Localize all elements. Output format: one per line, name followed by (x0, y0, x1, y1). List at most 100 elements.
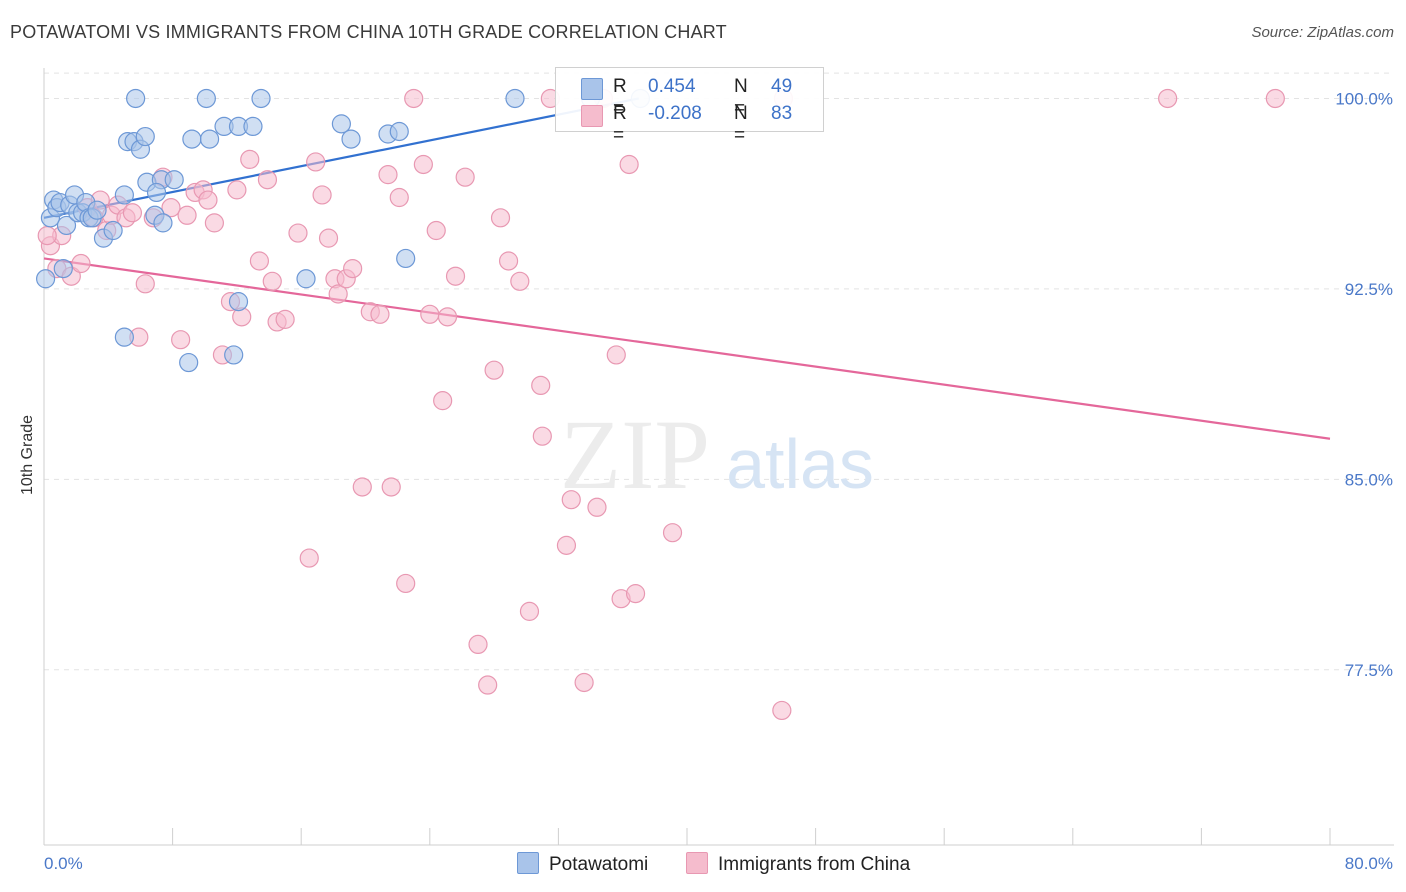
legend-swatch-pink (581, 105, 603, 127)
china-point (122, 203, 143, 223)
china-point (556, 535, 577, 555)
china-point (249, 251, 270, 271)
r-label: R = (613, 103, 627, 146)
china-point (619, 154, 639, 175)
trend-line-potawatomi (43, 97, 639, 219)
china-point (772, 700, 792, 721)
potawatomi-point (87, 200, 107, 220)
china-point (433, 391, 453, 411)
n-value: 83 (771, 103, 793, 124)
china-point (519, 601, 540, 621)
china-point (426, 220, 446, 241)
china-point (510, 271, 530, 291)
potawatomi-point (296, 269, 316, 289)
y-tick-label: 100.0% (1335, 89, 1393, 108)
china-point (299, 548, 319, 568)
china-point (484, 360, 504, 380)
legend-swatch-blue (517, 852, 539, 874)
x-tick-label-min: 0.0% (44, 854, 83, 873)
china-point (455, 167, 475, 187)
china-point (606, 345, 626, 365)
r-value: 0.454 (648, 76, 696, 97)
china-point (328, 284, 348, 304)
china-point (198, 190, 218, 210)
potawatomi-point (199, 129, 220, 149)
china-point (312, 185, 332, 205)
potawatomi-point (224, 345, 244, 365)
potawatomi-point (153, 213, 173, 233)
chart-title: POTAWATOMI VS IMMIGRANTS FROM CHINA 10TH… (10, 22, 727, 42)
potawatomi-point (341, 129, 361, 149)
china-point (71, 253, 91, 274)
n-value: 49 (771, 76, 793, 97)
trend-lines (43, 97, 1331, 440)
n-label: N = (734, 103, 748, 146)
china-point (257, 170, 278, 190)
china-point (343, 258, 363, 279)
china-point (352, 477, 372, 497)
china-point (275, 309, 295, 329)
china-point (161, 198, 181, 218)
china-point (396, 573, 416, 594)
potawatomi-point (179, 352, 199, 373)
potawatomi-point (114, 185, 134, 205)
china-point (625, 584, 646, 604)
china-point (445, 266, 466, 286)
trend-line-china (43, 257, 1331, 440)
china-point (240, 149, 260, 170)
r-label: R = (613, 76, 627, 119)
immigrants-from-china-points (37, 88, 1285, 721)
potawatomi-point (56, 215, 77, 236)
china-point (498, 251, 519, 271)
china-point (306, 152, 326, 172)
china-point (437, 307, 458, 327)
potawatomi-point (251, 88, 271, 109)
watermark-atlas: atlas (726, 425, 874, 503)
potawatomi-point (228, 292, 249, 312)
potawatomi-point (103, 220, 123, 241)
watermark-zip: ZIP (560, 399, 710, 510)
potawatomi-point (243, 116, 263, 137)
china-point (171, 330, 191, 350)
china-point (531, 375, 551, 396)
potawatomi-point (331, 114, 351, 134)
legend-swatch-blue (581, 78, 603, 100)
axes (43, 68, 1394, 846)
china-point (404, 88, 424, 109)
china-point (37, 225, 57, 246)
china-point (574, 672, 594, 693)
legend-swatch-pink (686, 852, 708, 874)
x-tick-label-max: 80.0% (1345, 854, 1393, 873)
china-point (318, 228, 339, 248)
potawatomi-point (389, 121, 409, 142)
china-point (587, 497, 607, 517)
n-label: N = (734, 76, 748, 119)
legend-label: Immigrants from China (718, 854, 911, 875)
y-tick-label: 85.0% (1345, 470, 1393, 489)
potawatomi-point (135, 126, 155, 147)
china-point (288, 223, 308, 243)
potawatomi-point (36, 269, 56, 289)
china-point (378, 165, 398, 185)
china-point (468, 634, 488, 655)
china-point (381, 477, 401, 497)
r-value: -0.208 (648, 103, 702, 124)
legend-item-china: Immigrants from China (686, 852, 910, 876)
potawatomi-point (164, 170, 184, 190)
potawatomi-point (182, 129, 202, 149)
potawatomi-point (126, 88, 146, 109)
legend-item-potawatomi: Potawatomi (517, 852, 648, 876)
potawatomi-point (114, 327, 134, 347)
y-tick-label: 92.5% (1345, 280, 1393, 299)
china-point (413, 154, 433, 175)
source-label: Source: ZipAtlas.com (1251, 24, 1394, 41)
china-point (561, 490, 581, 510)
china-point (204, 213, 224, 233)
y-tick-labels: 100.0% 92.5% 85.0% 77.5% (1335, 89, 1393, 679)
legend-label: Potawatomi (549, 854, 649, 875)
china-point (662, 523, 683, 543)
china-point (532, 426, 552, 446)
stats-legend: R = 0.454 N = 49 R = -0.208 N = 83 (555, 67, 824, 146)
china-point (370, 304, 390, 324)
